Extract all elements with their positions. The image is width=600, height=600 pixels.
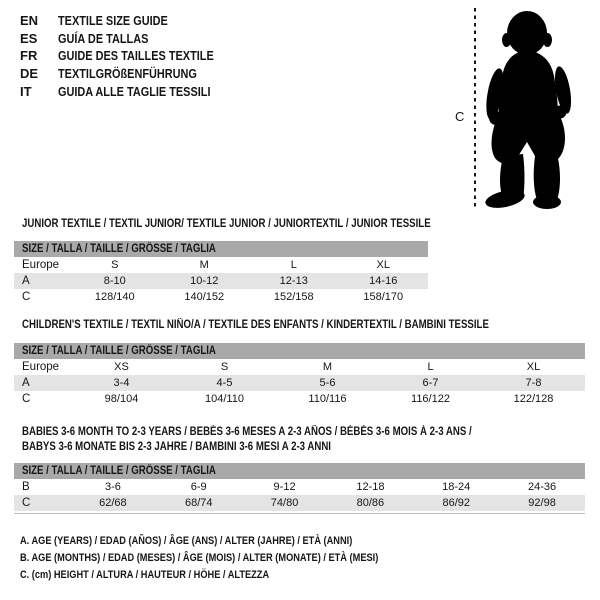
row-label: B <box>22 481 30 493</box>
table-cell: S <box>220 361 229 373</box>
table-cell: M <box>199 259 209 271</box>
table-row: C 62/68 68/74 74/80 80/86 86/92 92/98 <box>14 495 585 511</box>
language-row: EN TEXTILE SIZE GUIDE <box>20 12 243 30</box>
table-cell: 62/68 <box>99 497 127 509</box>
legend-line: B. AGE (MONTHS) / EDAD (MESES) / ÂGE (MO… <box>20 552 379 564</box>
table-cell: 122/128 <box>513 393 554 405</box>
table-cell: XS <box>114 361 129 373</box>
language-title: GUIDA ALLE TAGLIE TESSILI <box>58 83 211 99</box>
toddler-silhouette-icon <box>485 11 572 209</box>
table-cell: L <box>427 361 434 373</box>
table-cell: 158/170 <box>363 291 404 303</box>
row-label: C <box>22 291 31 303</box>
language-title: TEXTILGRÖßENFÜHRUNG <box>58 66 197 82</box>
table-size-header: SIZE / TALLA / TAILLE / GRÖSSE / TAGLIA <box>14 343 585 359</box>
table-cell: 3-4 <box>113 377 130 389</box>
table-cell: 9-12 <box>273 481 296 493</box>
size-table: CHILDREN'S TEXTILE / TEXTIL NIÑO/A / TEX… <box>14 318 585 407</box>
language-code: FR <box>20 48 38 64</box>
table-cell: 104/110 <box>205 393 244 405</box>
language-title: TEXTILE SIZE GUIDE <box>58 13 168 29</box>
table-cell: 80/86 <box>356 497 385 509</box>
table-cell: 14-16 <box>369 275 398 287</box>
language-row: FR GUIDE DES TAILLES TEXTILE <box>20 47 243 65</box>
table-cell: 24-36 <box>527 481 557 493</box>
language-title: GUÍA DE TALLAS <box>58 30 149 46</box>
table-cell: 152/158 <box>273 291 314 303</box>
table-bottom-rule <box>14 513 585 514</box>
table-cell: 6-9 <box>190 481 207 493</box>
table-row: A 8-10 10-12 12-13 14-16 <box>14 273 428 289</box>
table-row: B 3-6 6-9 9-12 12-18 18-24 24-36 <box>14 479 585 495</box>
height-measure-line <box>474 8 476 210</box>
language-row: DE TEXTILGRÖßENFÜHRUNG <box>20 65 243 83</box>
table-cell: 110/116 <box>308 393 347 405</box>
table-cell: 4-5 <box>216 377 233 389</box>
language-list: EN TEXTILE SIZE GUIDE ES GUÍA DE TALLAS FR GU… <box>20 12 243 100</box>
table-cell: 140/152 <box>184 291 225 303</box>
table-cell: 92/98 <box>528 497 556 509</box>
table-row: C 128/140 140/152 152/158 158/170 <box>14 289 428 305</box>
row-label: C <box>22 393 31 405</box>
table-cell: L <box>290 259 297 271</box>
language-row: IT GUIDA ALLE TAGLIE TESSILI <box>20 82 243 100</box>
row-label: Europe <box>22 259 60 271</box>
row-label: C <box>22 497 31 509</box>
table-title: BABIES 3-6 MONTH TO 2-3 YEARS / BEBÉS 3-… <box>22 426 472 438</box>
language-code: DE <box>20 66 39 82</box>
language-code: EN <box>20 13 39 29</box>
table-row: Europe XS S M L XL <box>14 359 585 375</box>
table-size-header: SIZE / TALLA / TAILLE / GRÖSSE / TAGLIA <box>14 463 585 479</box>
table-cell: XL <box>376 259 390 271</box>
table-title: CHILDREN'S TEXTILE / TEXTIL NIÑO/A / TEX… <box>22 319 489 331</box>
language-row: ES GUÍA DE TALLAS <box>20 30 243 48</box>
table-title: JUNIOR TEXTILE / TEXTIL JUNIOR/ TEXTILE … <box>22 218 431 230</box>
table-cell: 5-6 <box>319 377 336 389</box>
size-table: JUNIOR TEXTILE / TEXTIL JUNIOR/ TEXTILE … <box>14 217 431 305</box>
table-cell: M <box>322 361 333 373</box>
row-label: Europe <box>22 361 60 373</box>
table-cell: S <box>111 259 119 271</box>
table-cell: 12-18 <box>356 481 385 493</box>
table-row: C 98/104 104/110 110/116 116/122 122/128 <box>14 391 585 407</box>
table-cell: 3-6 <box>104 481 121 493</box>
table-cell: 116/122 <box>411 393 450 405</box>
table-cell: 98/104 <box>104 393 139 405</box>
table-cell: 86/92 <box>442 497 470 509</box>
language-code: ES <box>20 30 38 46</box>
table-cell: XL <box>526 361 541 373</box>
table-cell: 74/80 <box>270 497 299 509</box>
size-table: BABIES 3-6 MONTH TO 2-3 YEARS / BEBÉS 3-… <box>14 425 585 514</box>
row-label: A <box>22 377 30 389</box>
table-cell: 7-8 <box>525 377 542 389</box>
table-row: Europe S M L XL <box>14 257 428 273</box>
legend-line: C. (cm) HEIGHT / ALTURA / HAUTEUR / HÖHE… <box>20 569 270 581</box>
table-title: BABYS 3-6 MONATE BIS 2-3 JAHRE / BAMBINI… <box>22 441 331 453</box>
language-title: GUIDE DES TAILLES TEXTILE <box>58 48 214 64</box>
table-cell: 68/74 <box>184 497 213 509</box>
table-cell: 128/140 <box>94 291 135 303</box>
table-cell: 12-13 <box>279 275 308 287</box>
row-label: A <box>22 275 30 287</box>
legend: A. AGE (YEARS) / EDAD (AÑOS) / ÂGE (ANS)… <box>20 533 447 584</box>
height-label: C <box>455 109 465 124</box>
table-cell: 10-12 <box>190 275 219 287</box>
legend-line: A. AGE (YEARS) / EDAD (AÑOS) / ÂGE (ANS)… <box>20 535 353 547</box>
table-cell: 8-10 <box>103 275 126 287</box>
table-cell: 18-24 <box>442 481 471 493</box>
table-row: A 3-4 4-5 5-6 6-7 7-8 <box>14 375 585 391</box>
table-size-header: SIZE / TALLA / TAILLE / GRÖSSE / TAGLIA <box>14 241 428 257</box>
table-cell: 6-7 <box>422 377 439 389</box>
language-code: IT <box>20 83 32 99</box>
